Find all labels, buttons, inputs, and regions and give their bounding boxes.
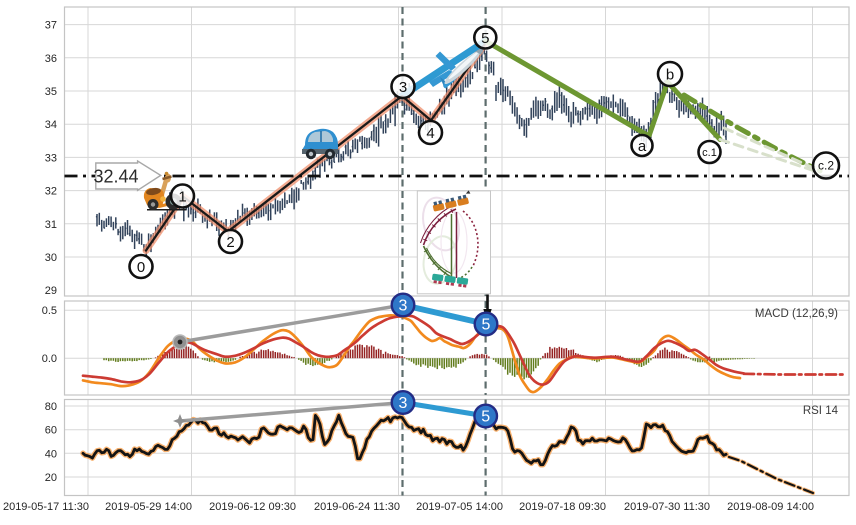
svg-text:3: 3 [399,395,408,412]
svg-text:2019-07-18 09:30: 2019-07-18 09:30 [519,501,606,513]
svg-text:0: 0 [137,259,145,276]
svg-text:80: 80 [45,401,57,413]
svg-text:2019-05-17 11:30: 2019-05-17 11:30 [3,501,89,513]
svg-text:c.2: c.2 [818,159,834,173]
svg-text:0.5: 0.5 [42,305,57,317]
svg-text:37: 37 [45,20,57,32]
svg-text:2019-07-05 14:00: 2019-07-05 14:00 [416,501,503,513]
svg-text:a: a [638,138,647,155]
svg-text:29: 29 [45,285,57,297]
svg-text:2019-05-29 14:00: 2019-05-29 14:00 [105,501,192,513]
svg-text:2: 2 [226,234,234,251]
svg-text:b: b [666,66,674,83]
svg-text:RSI 14: RSI 14 [803,405,839,417]
svg-text:20: 20 [45,472,57,484]
svg-text:5: 5 [481,409,490,426]
svg-text:3: 3 [399,79,407,96]
svg-text:30: 30 [45,252,57,264]
svg-text:34: 34 [45,119,57,131]
svg-text:2019-08-09 14:00: 2019-08-09 14:00 [727,501,814,513]
svg-text:31: 31 [45,219,57,231]
svg-text:32: 32 [45,186,57,198]
svg-text:2019-07-30 11:30: 2019-07-30 11:30 [624,501,710,513]
svg-text:5: 5 [481,30,489,47]
svg-text:5: 5 [482,317,491,334]
svg-text:c.1: c.1 [702,147,717,159]
svg-text:40: 40 [45,448,57,460]
svg-text:3: 3 [399,298,408,315]
svg-text:33: 33 [45,152,57,164]
svg-text:MACD (12,26,9): MACD (12,26,9) [755,308,838,320]
svg-text:2019-06-24 11:30: 2019-06-24 11:30 [314,501,400,513]
svg-text:4: 4 [426,125,434,142]
svg-text:35: 35 [45,86,57,98]
svg-text:2019-06-12 09:30: 2019-06-12 09:30 [209,501,296,513]
svg-text:0.0: 0.0 [42,353,57,365]
svg-text:36: 36 [45,53,57,65]
svg-text:32.44: 32.44 [93,167,138,187]
svg-text:1: 1 [178,188,186,205]
svg-text:60: 60 [45,425,57,437]
